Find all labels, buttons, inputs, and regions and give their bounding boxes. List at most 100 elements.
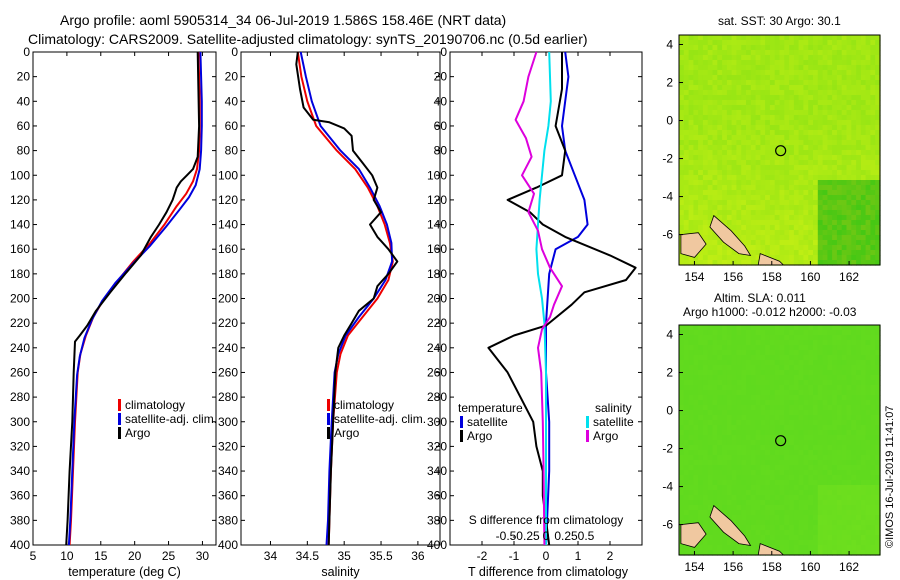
map-cell (817, 255, 824, 261)
map-cell (726, 40, 733, 46)
map-cell (722, 85, 728, 91)
map-cell (817, 220, 824, 226)
map-cell (870, 145, 876, 151)
map-cell (808, 485, 814, 491)
map-cell (774, 340, 781, 346)
map-cell (865, 240, 871, 246)
map-cell (836, 375, 843, 381)
map-cell (746, 95, 752, 101)
map-cell (726, 120, 733, 126)
map-cell (746, 400, 752, 406)
map-cell (860, 480, 867, 486)
map-cell (856, 375, 862, 381)
map-cell (774, 35, 781, 41)
map-cell (841, 195, 848, 201)
map-cell (688, 170, 694, 176)
map-cell (755, 170, 761, 176)
map-cell (798, 225, 804, 231)
map-cell (760, 460, 766, 466)
map-cell (750, 340, 757, 346)
map-cell (827, 340, 833, 346)
map-cell (726, 70, 733, 76)
map-cell (779, 65, 785, 71)
map-cell (774, 100, 781, 106)
map-cell (808, 475, 814, 481)
map-cell (679, 165, 685, 171)
map-cell (832, 35, 838, 41)
map-cell (870, 390, 876, 396)
map-cell (846, 110, 852, 116)
map-cell (784, 75, 790, 81)
map-cell (707, 35, 714, 41)
map-cell (693, 505, 699, 511)
map-cell (779, 110, 785, 116)
map-cell (870, 485, 876, 491)
map-cell (779, 70, 785, 76)
map-cell (722, 125, 728, 131)
map-cell (683, 255, 690, 261)
map-cell (736, 235, 742, 241)
map-cell (688, 360, 694, 366)
map-cell (750, 195, 757, 201)
map-cell (726, 110, 733, 116)
map-cell (817, 75, 824, 81)
map-cell (793, 155, 800, 161)
map-cell (736, 65, 742, 71)
map-cell (765, 150, 771, 156)
map-cell (793, 175, 800, 181)
map-cell (784, 160, 790, 166)
map-cell (836, 500, 843, 506)
map-cell (760, 525, 766, 531)
map-cell (698, 150, 704, 156)
map-cell (784, 140, 790, 146)
map-cell (760, 385, 766, 391)
map-cell (702, 250, 709, 256)
map-cell (827, 350, 833, 356)
map-cell (750, 215, 757, 221)
map-cell (717, 365, 723, 371)
map-cell (679, 105, 685, 111)
map-cell (688, 145, 694, 151)
map-cell (803, 370, 809, 376)
map-cell (846, 225, 852, 231)
map-cell (722, 345, 728, 351)
map-cell (726, 455, 733, 461)
map-cell (736, 405, 742, 411)
map-cell (841, 115, 848, 121)
map-cell (865, 245, 871, 251)
map-cell (698, 125, 704, 131)
map-cell (760, 215, 766, 221)
map-cell (698, 145, 704, 151)
map-cell (798, 190, 804, 196)
map-cell (870, 480, 876, 486)
map-cell (784, 375, 790, 381)
map-cell (875, 355, 881, 361)
map-cell (798, 340, 804, 346)
map-cell (875, 385, 881, 391)
map-cell (736, 375, 742, 381)
map-cell (803, 145, 809, 151)
map-cell (827, 545, 833, 551)
map-cell (755, 245, 761, 251)
map-cell (870, 410, 876, 416)
map-cell (841, 420, 848, 426)
map-cell (789, 465, 795, 471)
map-cell (851, 380, 857, 386)
map-cell (779, 105, 785, 111)
map-cell (875, 110, 881, 116)
map-cell (722, 405, 728, 411)
map-cell (822, 250, 828, 256)
sst-map-title: sat. SST: 30 Argo: 30.1 (718, 14, 841, 28)
map-cell (746, 350, 752, 356)
map-cell (865, 160, 871, 166)
map-cell (755, 410, 761, 416)
map-cell (860, 540, 867, 546)
map-cell (808, 430, 814, 436)
map-cell (803, 190, 809, 196)
map-cell (856, 445, 862, 451)
map-cell (736, 325, 742, 331)
map-cell (750, 420, 757, 426)
map-cell (870, 85, 876, 91)
map-cell (851, 370, 857, 376)
map-cell (741, 395, 747, 401)
